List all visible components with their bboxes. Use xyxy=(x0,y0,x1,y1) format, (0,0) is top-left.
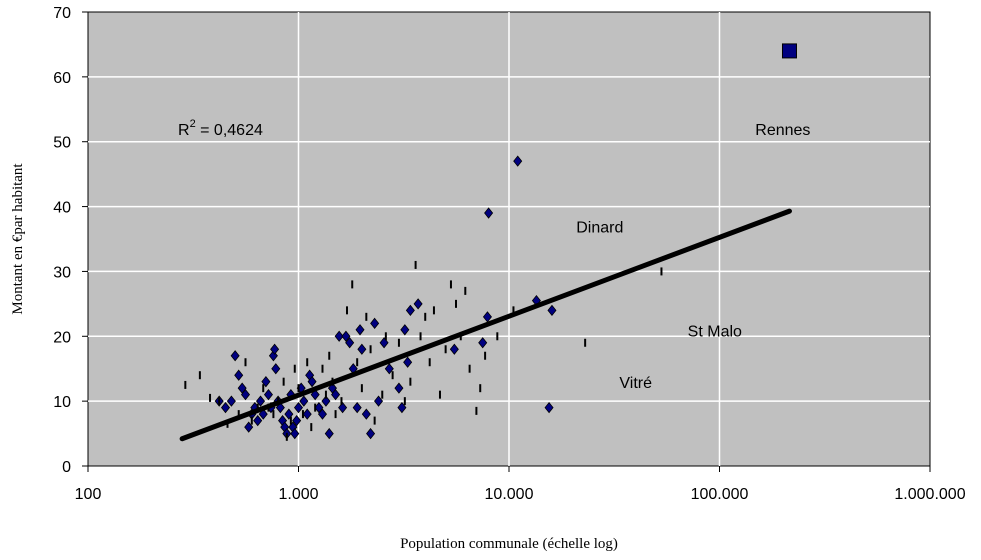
scatter-point-diamond xyxy=(355,324,365,336)
x-tick-label: 1.000 xyxy=(278,486,318,503)
scatter-point-diamond xyxy=(345,337,355,349)
scatter-point-diamond xyxy=(314,401,324,414)
scatter-point-diamond xyxy=(352,401,362,414)
annotation-label: St Malo xyxy=(688,323,742,340)
scatter-point-diamond xyxy=(244,421,254,433)
y-tick-labels: 0 10 20 30 40 50 60 70 xyxy=(53,5,71,476)
horizontal-gridlines xyxy=(88,76,930,402)
scatter-point-diamond xyxy=(270,343,280,355)
data-points xyxy=(184,155,663,441)
scatter-point-diamond xyxy=(237,382,247,394)
scatter-point-diamond xyxy=(230,350,240,362)
scatter-point-diamond xyxy=(403,356,413,368)
y-tick-label: 20 xyxy=(53,329,71,346)
scatter-point-diamond xyxy=(292,414,302,427)
annotation-label: Dinard xyxy=(576,220,623,237)
scatter-point-diamond xyxy=(226,395,236,407)
scatter-point-diamond xyxy=(253,414,263,427)
y-tick-label: 0 xyxy=(62,459,71,476)
scatter-point-diamond xyxy=(271,363,281,375)
scatter-point-diamond xyxy=(449,343,459,355)
scatter-point-diamond xyxy=(234,369,244,381)
y-tick-label: 70 xyxy=(53,5,71,22)
r-squared-exponent: 2 xyxy=(190,118,196,130)
scatter-point-diamond xyxy=(361,408,371,420)
x-tick-label: 1.000.000 xyxy=(894,486,965,503)
y-axis-title: Montant en €par habitant xyxy=(10,163,26,315)
r-squared-label: R2 = 0,4624 xyxy=(178,118,263,139)
scatter-point-diamond xyxy=(544,401,554,414)
x-tick-labels: 100 1.000 10.000 100.000 1.000.000 xyxy=(75,486,966,503)
annotation-label: Rennes xyxy=(755,122,810,139)
scatter-point-diamond xyxy=(317,408,327,420)
scatter-point-diamond xyxy=(324,427,334,440)
scatter-point-diamond xyxy=(331,389,341,401)
scatter-point-diamond xyxy=(547,304,557,316)
scatter-point-diamond xyxy=(302,408,312,420)
x-axis-title: Population communale (échelle log) xyxy=(400,536,618,552)
scatter-point-diamond xyxy=(341,330,351,342)
scatter-point-diamond xyxy=(413,298,423,310)
y-tick-label: 40 xyxy=(53,200,71,217)
city-annotations: Rennes Dinard St Malo Vitré xyxy=(576,122,810,392)
scatter-point-diamond xyxy=(366,427,376,440)
axis-ticks xyxy=(82,11,931,472)
r-squared-base: R xyxy=(178,122,190,139)
y-tick-label: 30 xyxy=(53,264,71,281)
scatter-point-diamond xyxy=(478,337,488,349)
highlight-point-rennes xyxy=(781,43,797,59)
scatter-point-diamond xyxy=(321,395,331,407)
scatter-point-diamond xyxy=(513,155,523,167)
x-tick-label: 100.000 xyxy=(691,486,749,503)
r-squared-value: = 0,4624 xyxy=(196,122,263,139)
scatter-point-diamond xyxy=(370,317,380,329)
y-tick-label: 10 xyxy=(53,394,71,411)
scatter-point-diamond xyxy=(394,382,404,394)
scatter-point-diamond xyxy=(384,363,394,375)
y-tick-label: 60 xyxy=(53,70,71,87)
y-tick-label: 50 xyxy=(53,135,71,152)
trendline xyxy=(179,208,792,442)
scatter-point-diamond xyxy=(299,395,309,407)
scatter-point-diamond xyxy=(240,389,251,401)
scatter-point-diamond xyxy=(405,304,415,316)
scatter-point-diamond xyxy=(357,343,367,355)
scatter-point-diamond xyxy=(334,330,344,342)
x-tick-label: 10.000 xyxy=(485,486,534,503)
scatter-point-diamond xyxy=(374,395,384,407)
scatter-point-diamond xyxy=(263,389,273,401)
scatter-point-diamond xyxy=(220,401,231,414)
scatter-point-diamond xyxy=(290,427,300,440)
scatter-point-diamond xyxy=(400,324,410,336)
annotation-label: Vitré xyxy=(619,375,652,392)
x-tick-label: 100 xyxy=(75,486,102,503)
scatter-point-diamond xyxy=(484,207,494,219)
scatter-point-diamond xyxy=(307,376,317,388)
scatter-point-diamond xyxy=(293,401,304,414)
